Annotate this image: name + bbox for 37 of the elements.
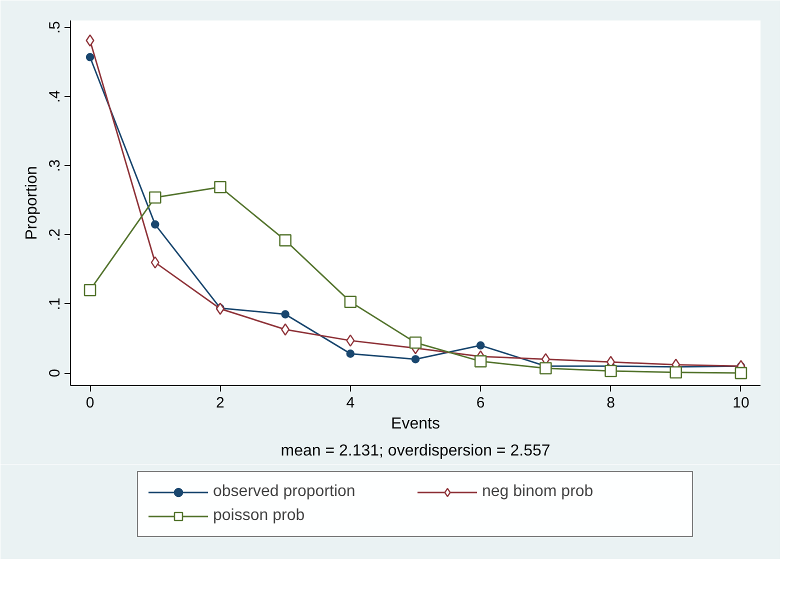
point [540,362,552,374]
point [279,234,292,246]
point [411,355,420,364]
point [216,302,225,315]
point [409,336,422,349]
y-tick-label: .4 [46,90,64,103]
y-tick-label: 0 [46,368,64,378]
point [604,364,617,378]
point [346,350,355,358]
x-tick-label: 4 [346,394,355,412]
point [86,52,94,62]
y-tick-label: .2 [46,228,64,242]
point [344,296,357,308]
x-tick-label: 10 [732,394,750,412]
point [734,366,748,380]
legend-label: observed proportion [213,483,356,501]
legend-label: poisson prob [213,507,306,525]
y-tick-label: .5 [46,21,64,34]
point [281,310,290,318]
y-tick-label: .3 [46,159,64,172]
point [474,355,487,368]
point [148,191,162,204]
point [150,220,160,229]
x-tick-label: 0 [86,394,94,412]
text: mean = 2.131; overdispersion = 2.557 [280,442,550,460]
x-tick-label: 8 [606,394,615,412]
x-tick-label: 6 [476,394,485,412]
point [214,180,226,194]
point [476,341,485,350]
legend-label: neg binom prob [482,483,594,501]
y-tick-label: .1 [46,298,64,310]
x-axis-title: Events [391,416,440,432]
point [84,284,96,296]
point [670,366,682,379]
x-tick-label: 2 [216,394,224,412]
point [280,323,290,336]
y-axis-title: Proportion [24,166,40,240]
